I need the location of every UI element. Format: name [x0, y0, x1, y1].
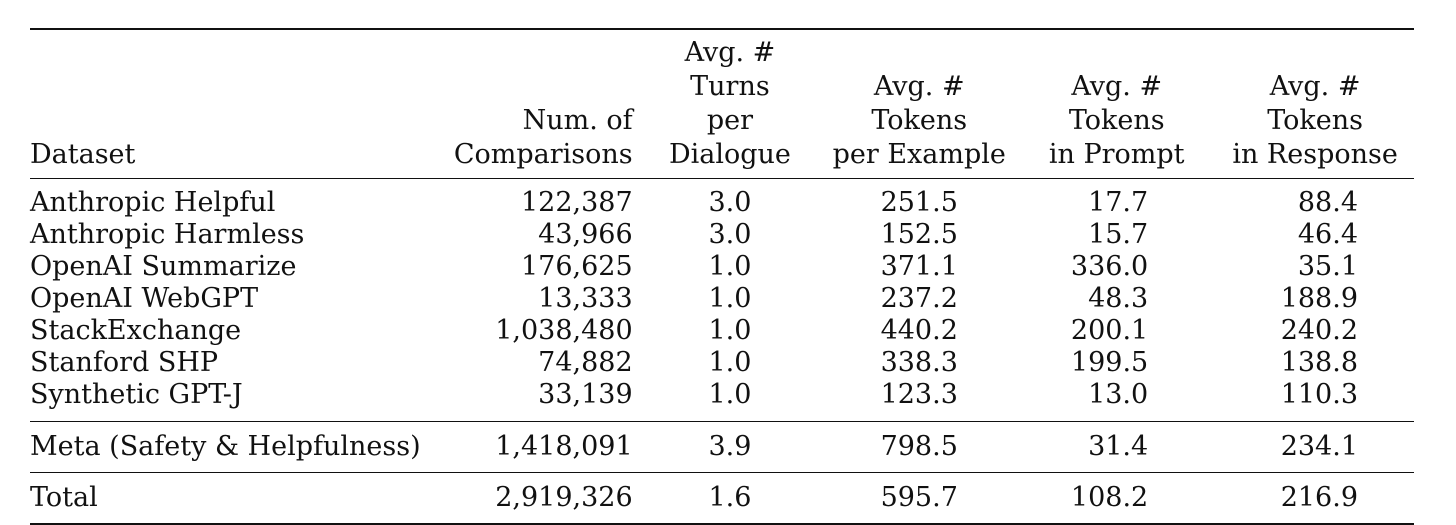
cell-tokens-response: 240.2 [1280, 315, 1358, 346]
cell-turns: 3.0 [708, 187, 752, 218]
total-row: Total 2,919,326 1.6 595.7 108.2 216.9 [30, 472, 1414, 525]
cell-tokens-example: 440.2 [880, 315, 958, 346]
dataset-statistics-table-container: Dataset Num. of Comparisons Avg. # Turns… [30, 28, 1414, 525]
table-header: Dataset Num. of Comparisons Avg. # Turns… [30, 28, 1414, 179]
cell-tokens-prompt: 108.2 [1017, 472, 1217, 525]
header-comparisons: Num. of Comparisons [426, 28, 639, 179]
cell-comparisons: 43,966 [538, 219, 633, 250]
cell-turns: 3.0 [708, 219, 752, 250]
cell-tokens-example: 237.2 [880, 283, 958, 314]
header-tokens-example-line1: Avg. # Tokens [871, 71, 968, 136]
cell-comparisons: 1,038,480 [495, 315, 633, 346]
cell-tokens-example: 152.5 [880, 219, 958, 250]
cell-tokens-response: 46.4 [1297, 219, 1358, 250]
cell-comparisons: 33,139 [538, 379, 633, 410]
cell-tokens-example: 123.3 [880, 379, 958, 410]
header-dataset: Dataset [30, 28, 427, 179]
cell-tokens-prompt: 31.4 [1017, 421, 1217, 473]
header-comparisons-line1: Num. of [522, 105, 633, 136]
table-row: Synthetic GPT-J 33,139 1.0 123.3 13.0 11… [30, 379, 1414, 422]
cell-dataset: StackExchange [30, 315, 242, 346]
header-row: Dataset Num. of Comparisons Avg. # Turns… [30, 28, 1414, 179]
cell-turns: 1.0 [708, 283, 752, 314]
header-tokens-response-line2: in Response [1232, 139, 1398, 170]
cell-tokens-example: 338.3 [880, 347, 958, 378]
header-turns-line2: per Dialogue [668, 105, 791, 170]
cell-comparisons: 1,418,091 [426, 421, 639, 473]
cell-tokens-prompt: 336.0 [1070, 251, 1149, 282]
cell-turns: 1.6 [638, 472, 822, 525]
cell-dataset: Stanford SHP [30, 347, 219, 378]
meta-section: Meta (Safety & Helpfulness) 1,418,091 3.… [30, 421, 1414, 473]
cell-tokens-prompt: 15.7 [1088, 219, 1149, 250]
cell-turns: 1.0 [708, 251, 752, 282]
table-row: Anthropic Helpful 122,387 3.0 251.5 17.7… [30, 179, 1414, 220]
header-dataset-label: Dataset [30, 139, 136, 170]
cell-turns: 1.0 [708, 315, 752, 346]
header-tokens-prompt: Avg. # Tokens in Prompt [1017, 28, 1217, 179]
cell-tokens-example: 371.1 [880, 251, 958, 282]
cell-tokens-response: 216.9 [1216, 472, 1414, 525]
header-turns: Avg. # Turns per Dialogue [638, 28, 822, 179]
cell-turns: 1.0 [708, 347, 752, 378]
cell-tokens-example: 251.5 [880, 187, 958, 218]
header-tokens-response: Avg. # Tokens in Response [1216, 28, 1414, 179]
header-comparisons-line2: Comparisons [453, 139, 633, 170]
cell-tokens-prompt: 199.5 [1070, 347, 1149, 378]
cell-turns: 3.9 [638, 421, 822, 473]
header-tokens-prompt-line2: in Prompt [1048, 139, 1185, 170]
cell-tokens-response: 234.1 [1216, 421, 1414, 473]
cell-turns: 1.0 [708, 379, 752, 410]
cell-comparisons: 74,882 [538, 347, 633, 378]
cell-tokens-response: 35.1 [1297, 251, 1358, 282]
cell-tokens-prompt: 13.0 [1088, 379, 1149, 410]
cell-dataset: Anthropic Harmless [30, 219, 305, 250]
cell-tokens-example: 595.7 [821, 472, 1018, 525]
table-row: OpenAI Summarize 176,625 1.0 371.1 336.0… [30, 251, 1414, 283]
cell-tokens-prompt: 48.3 [1088, 283, 1149, 314]
cell-dataset: OpenAI Summarize [30, 251, 297, 282]
cell-comparisons: 2,919,326 [426, 472, 639, 525]
meta-row: Meta (Safety & Helpfulness) 1,418,091 3.… [30, 421, 1414, 473]
table-row: StackExchange 1,038,480 1.0 440.2 200.1 … [30, 315, 1414, 347]
header-tokens-prompt-line1: Avg. # Tokens [1068, 71, 1165, 136]
table-body: Anthropic Helpful 122,387 3.0 251.5 17.7… [30, 179, 1414, 422]
cell-comparisons: 122,387 [520, 187, 633, 218]
cell-tokens-prompt: 200.1 [1070, 315, 1149, 346]
cell-dataset: Meta (Safety & Helpfulness) [30, 421, 427, 473]
cell-dataset: Synthetic GPT-J [30, 379, 243, 410]
cell-comparisons: 13,333 [538, 283, 633, 314]
cell-tokens-response: 110.3 [1280, 379, 1358, 410]
cell-tokens-example: 798.5 [821, 421, 1018, 473]
header-tokens-example-line2: per Example [832, 139, 1006, 170]
cell-dataset: OpenAI WebGPT [30, 283, 259, 314]
header-tokens-example: Avg. # Tokens per Example [821, 28, 1018, 179]
table-row: Stanford SHP 74,882 1.0 338.3 199.5 138.… [30, 347, 1414, 379]
table-row: Anthropic Harmless 43,966 3.0 152.5 15.7… [30, 219, 1414, 251]
cell-dataset: Total [30, 472, 427, 525]
header-turns-line1: Avg. # Turns [684, 37, 776, 102]
cell-comparisons: 176,625 [520, 251, 633, 282]
cell-tokens-response: 88.4 [1297, 187, 1358, 218]
cell-tokens-response: 138.8 [1280, 347, 1358, 378]
total-section: Total 2,919,326 1.6 595.7 108.2 216.9 [30, 472, 1414, 525]
dataset-statistics-table: Dataset Num. of Comparisons Avg. # Turns… [30, 28, 1414, 525]
header-tokens-response-line1: Avg. # Tokens [1267, 71, 1363, 136]
cell-tokens-response: 188.9 [1280, 283, 1358, 314]
cell-dataset: Anthropic Helpful [30, 187, 276, 218]
cell-tokens-prompt: 17.7 [1088, 187, 1149, 218]
table-row: OpenAI WebGPT 13,333 1.0 237.2 48.3 188.… [30, 283, 1414, 315]
